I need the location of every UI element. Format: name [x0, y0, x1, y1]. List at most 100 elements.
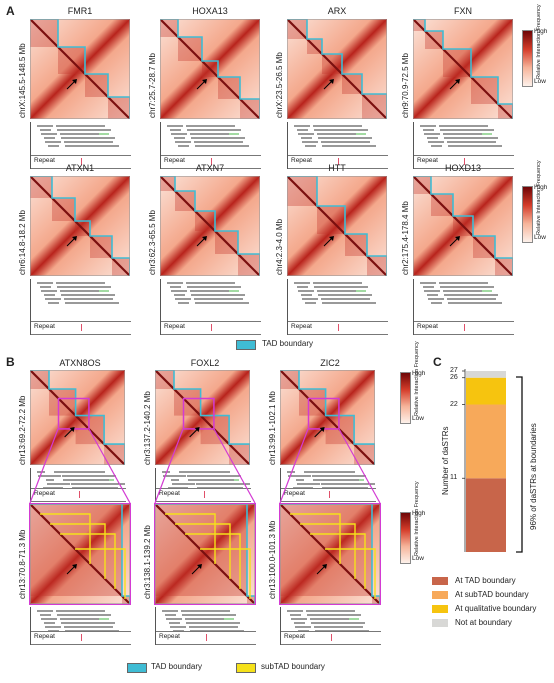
- repeat-label: Repeat: [159, 633, 180, 640]
- gene-tracks-genes: [37, 282, 119, 304]
- heatmap-diagonal: [279, 503, 381, 605]
- repeat-label: Repeat: [34, 490, 55, 497]
- gene-tracks: Repeat: [160, 122, 261, 169]
- gene-tracks: Repeat: [30, 468, 126, 502]
- repeat-tick: [211, 158, 212, 165]
- bracket-label: 96% of daSTRs at boundaries: [529, 423, 538, 530]
- gene-title: ARX: [327, 6, 347, 16]
- legend-label: Not at boundary: [455, 618, 512, 627]
- repeat-track: Repeat: [31, 155, 131, 169]
- gene-title: ATXN7: [195, 163, 225, 173]
- legend-swatch: [432, 577, 448, 585]
- heatmap-diagonal: [29, 369, 126, 466]
- colorbar-high: High: [534, 28, 548, 35]
- hic-heatmap-svg: [286, 18, 388, 120]
- hic-heatmap-svg: [412, 175, 514, 277]
- heatmap-frame: [160, 176, 260, 276]
- colorbar-high: High: [534, 184, 548, 191]
- tad-legend-label: TAD boundary: [151, 662, 202, 671]
- colorbar: [400, 372, 411, 424]
- gene-tracks: Repeat: [160, 279, 261, 335]
- colorbar-low: Low: [412, 415, 424, 422]
- gene-title: FXN: [454, 6, 472, 16]
- arrow-line: [449, 237, 459, 247]
- zoom-connector: [154, 428, 184, 504]
- colorbar: [522, 186, 533, 243]
- legend-label: At TAD boundary: [455, 576, 516, 585]
- hic-heatmap-zoom-svg: [154, 503, 256, 605]
- gene-tracks-genes: [420, 282, 502, 304]
- heatmap-diagonal: [159, 18, 261, 120]
- hic-heatmap-svg: [412, 18, 514, 120]
- hic-heatmap-svg: [159, 175, 261, 277]
- hic-heatmap-top: [279, 369, 376, 466]
- heatmap-frame: [155, 504, 255, 604]
- gene-title: FOXL2: [190, 358, 220, 368]
- tad-boundary-line: [287, 175, 388, 276]
- hic-heatmap-top: [154, 369, 251, 466]
- gene-title: ATXN1: [65, 163, 95, 173]
- repeat-track: Repeat: [161, 155, 261, 169]
- tad-boundary-line: [160, 175, 261, 276]
- heatmap-diagonal: [286, 175, 388, 277]
- repeat-track: Repeat: [414, 155, 514, 169]
- repeat-tick: [338, 158, 339, 165]
- arrow-head: [72, 564, 77, 569]
- legend-swatch: [432, 605, 448, 613]
- repeat-tick: [81, 324, 82, 331]
- hic-heatmap-svg: [29, 175, 131, 277]
- heatmap-frame: [413, 176, 513, 276]
- gene-tracks: Repeat: [280, 607, 381, 645]
- heatmap-diagonal: [29, 18, 131, 120]
- repeat-track: Repeat: [31, 631, 131, 645]
- colorbar-low: Low: [534, 78, 546, 85]
- subtad-boundary-line: [300, 523, 356, 579]
- subtad-boundary-line: [310, 533, 366, 589]
- repeat-track: Repeat: [281, 631, 381, 645]
- colorbar-high: High: [412, 510, 426, 517]
- arrow-line: [196, 237, 206, 247]
- arrow-head: [202, 236, 207, 241]
- repeat-track: Repeat: [281, 488, 376, 502]
- zoom-connector: [29, 428, 59, 504]
- repeat-track: Repeat: [161, 321, 261, 335]
- arrow-line: [191, 565, 201, 575]
- tad-boundary-line: [287, 18, 388, 119]
- subtad-boundary-line: [75, 548, 126, 599]
- subtad-boundary-line: [60, 533, 116, 589]
- arrow-head: [455, 79, 460, 84]
- repeat-track: Repeat: [31, 488, 126, 502]
- repeat-label: Repeat: [34, 633, 55, 640]
- arrow-line: [323, 237, 333, 247]
- arrow-line: [66, 80, 76, 90]
- zoom-connector: [279, 428, 309, 504]
- arrow-head: [69, 427, 75, 432]
- tad-boundary-line: [30, 369, 126, 465]
- tad-boundary-line: [413, 18, 514, 119]
- hic-heatmap-zoom: [29, 503, 131, 605]
- hic-heatmap-svg: [286, 175, 388, 277]
- gene-tracks-genes: [294, 125, 376, 147]
- gene-tracks: Repeat: [413, 122, 514, 169]
- arrow-head: [194, 427, 200, 432]
- subtad-boundary-line: [185, 533, 241, 589]
- gene-title: FMR1: [67, 6, 93, 16]
- gene-tracks: Repeat: [155, 468, 251, 502]
- hic-heatmap-top: [29, 369, 126, 466]
- repeat-label: Repeat: [417, 323, 438, 330]
- subtad-boundary-line: [200, 548, 251, 599]
- tad-boundary-line: [413, 175, 514, 276]
- arrow-line: [196, 80, 206, 90]
- gene-tracks-genes: [420, 125, 502, 147]
- hic-heatmap: [286, 18, 388, 120]
- arrow-line: [189, 428, 199, 438]
- tad-boundary-line: [30, 18, 131, 119]
- arrow-head: [455, 236, 460, 241]
- gene-tracks: Repeat: [155, 607, 256, 645]
- hic-heatmap: [159, 18, 261, 120]
- repeat-label: Repeat: [417, 157, 438, 164]
- repeat-tick: [206, 634, 207, 641]
- heatmap-diagonal: [29, 175, 131, 277]
- heatmap-frame: [287, 19, 387, 119]
